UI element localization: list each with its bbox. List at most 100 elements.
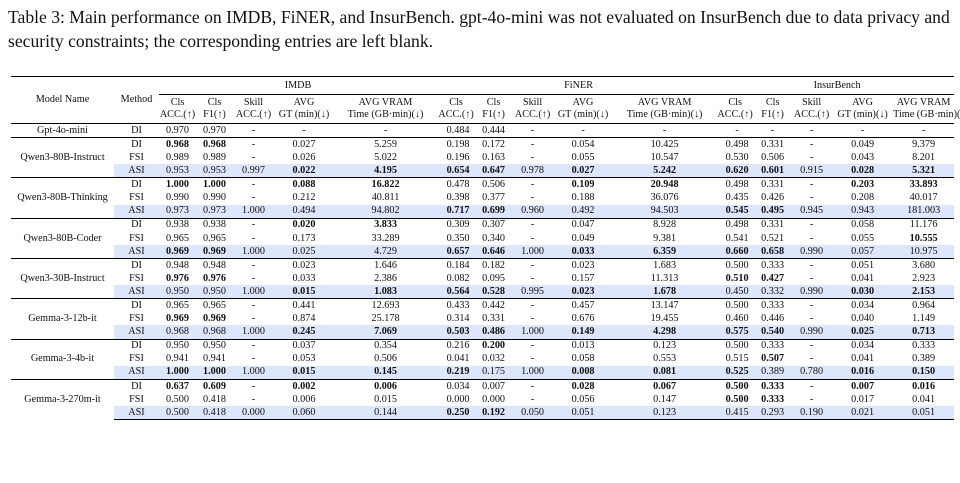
value-cell: - [233,137,274,152]
value-cell: 0.997 [233,164,274,178]
value-cell: 0.050 [512,405,554,421]
value-cell: 0.995 [512,285,554,299]
value-cell: 0.657 [437,244,476,259]
value-cell: 0.990 [791,285,833,299]
value-cell: 0.314 [446,313,470,325]
value-cell: 0.212 [292,192,316,204]
value-cell: - [233,257,274,273]
table-caption: Table 3: Main performance on IMDB, FiNER… [8,7,950,51]
value-cell: 0.037 [274,338,334,353]
value-cell: 0.915 [791,164,833,178]
method-cell: ASI [114,164,159,178]
value-cell: 0.051 [553,405,614,421]
value-cell: 10.425 [613,137,717,152]
value-cell: 1.000 [233,285,274,299]
value-cell: 0.953 [196,164,233,178]
value-cell: 0.049 [832,137,894,152]
value-cell: 0.027 [553,164,614,178]
value-cell: - [530,151,535,163]
value-cell: 0.060 [274,405,334,421]
value-cell: 0.333 [754,378,792,393]
value-cell: 0.172 [475,137,513,152]
value-cell: 0.333 [754,298,792,313]
value-cell: - [530,272,535,284]
value-cell: 6.359 [613,244,717,259]
value-cell: - [809,272,814,284]
header-metric-insurbench-2: Skill ACC.(↑) [791,94,833,124]
value-cell: 0.457 [553,298,614,313]
method-cell: DI [114,177,159,192]
value-cell: 0.442 [475,298,513,313]
value-cell: 13.147 [613,298,717,313]
value-cell: 0.333 [893,338,955,353]
value-cell: 0.175 [475,365,513,380]
table-row: FSI 0.976 0.976 - 0.033 2.386 0.082 0.095 - 0.157… [11,272,954,285]
value-cell: 0.023 [553,285,614,299]
value-cell: 9.381 [653,232,677,244]
value-cell: 0.601 [754,164,792,178]
value-cell: 0.398 [446,192,470,204]
value-cell: 0.021 [832,405,894,421]
table-row: FSI 0.989 0.989 - 0.026 5.022 0.196 0.163 - 0.055… [11,151,954,164]
value-cell: 0.053 [292,353,316,365]
value-cell: 0.990 [791,325,833,339]
method-cell: FSI [129,393,144,405]
value-cell: 0.016 [832,365,894,380]
value-cell: 94.503 [613,204,717,219]
value-cell: - [512,217,554,232]
value-cell: 10.555 [909,232,938,244]
value-cell: 0.147 [653,393,677,405]
value-cell: - [512,137,554,152]
value-cell: 0.500 [725,393,749,405]
model-name-cell: Gemma-3-12b-it [11,298,114,339]
value-cell: 0.945 [791,204,833,219]
value-cell: 0.506 [761,151,785,163]
value-cell: 1.000 [196,177,233,192]
method-cell: DI [131,124,142,136]
value-cell: 0.418 [196,405,233,421]
header-metric-imdb-0: Cls ACC.(↑) [159,94,196,124]
value-cell: 0.389 [912,353,936,365]
value-cell: 0.541 [725,232,749,244]
method-cell: ASI [114,285,159,299]
table-row: ASI 0.950 0.950 1.000 0.015 1.083 0.564 0.528 0.… [11,285,955,299]
value-cell: - [512,177,554,192]
value-cell: - [791,298,833,313]
value-cell: 3.680 [893,257,955,273]
value-cell: 33.893 [893,177,955,192]
value-cell: 0.510 [725,272,749,284]
value-cell: 0.948 [196,257,233,273]
value-cell: 0.088 [274,177,334,192]
value-cell: 0.333 [761,393,785,405]
value-cell: 0.034 [437,378,476,393]
value-cell: - [251,232,256,244]
value-cell: 0.047 [553,217,614,232]
value-cell: - [530,124,535,136]
value-cell: 0.658 [754,244,792,259]
value-cell: 1.000 [159,177,196,192]
value-cell: 0.545 [716,204,755,219]
model-name-cell: Qwen3-80B-Coder [11,217,114,259]
value-cell: 11.313 [650,272,679,284]
value-cell: 0.486 [475,325,513,339]
value-cell: 0.058 [571,353,595,365]
value-cell: - [791,217,833,232]
value-cell: 0.990 [791,244,833,259]
value-cell: 0.389 [754,365,792,380]
value-cell: 1.678 [613,285,717,299]
value-cell: 0.145 [334,365,438,380]
value-cell: 0.444 [482,124,505,136]
value-cell: 0.025 [274,244,334,259]
value-cell: 0.950 [159,285,196,299]
value-cell: 0.000 [482,393,505,405]
value-cell: - [233,338,274,353]
value-cell: 0.950 [196,338,233,353]
value-cell: 0.525 [716,365,755,380]
value-cell: 0.016 [893,378,955,393]
value-cell: 0.970 [203,124,226,136]
value-cell: - [809,232,814,244]
header-metric-finer-4: AVG VRAM Time (GB·min)(↓) [613,94,717,124]
value-cell: 0.676 [571,313,595,325]
value-cell: 0.968 [196,137,233,152]
value-cell: 0.960 [512,204,554,219]
